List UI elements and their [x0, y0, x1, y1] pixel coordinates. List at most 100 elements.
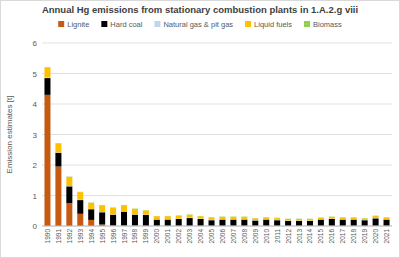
x-tick-label: 2001 [164, 229, 171, 244]
grid-line [42, 73, 392, 74]
bar-segment [307, 221, 313, 226]
bar-segment [318, 220, 324, 226]
bar-segment [44, 95, 50, 226]
x-tick-label: 2016 [328, 229, 335, 244]
bar-segment [219, 220, 225, 226]
x-tick-label: 2007 [230, 229, 237, 244]
y-tick-label: 2 [33, 161, 38, 170]
legend-swatch [245, 21, 251, 27]
x-tick-label: 2000 [153, 229, 160, 244]
x-tick-label: 2006 [219, 229, 226, 244]
legend-item: Liquid fuels [245, 20, 292, 29]
bar-segment [307, 218, 313, 219]
x-tick-label: 2008 [241, 229, 248, 244]
x-tick-label: 2004 [197, 229, 204, 244]
x-tick-label: 1993 [77, 229, 84, 244]
x-tick-label: 2005 [208, 229, 215, 244]
grid-line [42, 104, 392, 105]
bar-segment [230, 217, 236, 219]
bar-segment [55, 143, 61, 144]
legend-label: Biomass [313, 20, 342, 29]
x-tick-label: 2002 [175, 229, 182, 244]
bar-segment [296, 218, 302, 219]
grid-line [42, 43, 392, 44]
bar-segment [176, 219, 182, 226]
bar-segment [143, 210, 149, 211]
y-tick-label: 3 [33, 131, 38, 140]
chart-frame [1, 1, 400, 258]
bar-segment [274, 218, 280, 220]
bar-segment [187, 215, 193, 218]
bar-segment [252, 218, 258, 219]
bar-segment [198, 215, 204, 216]
bar-segment [88, 203, 94, 209]
bar-segment [274, 217, 280, 218]
x-tick-label: 2021 [383, 229, 390, 244]
bar-segment [154, 216, 160, 219]
grid-line [42, 134, 392, 135]
bar-segment [99, 212, 105, 224]
x-tick-label: 2019 [361, 229, 368, 244]
bar-segment [132, 215, 138, 226]
legend-swatch [58, 21, 64, 27]
bar-segment [329, 216, 335, 217]
bar-segment [154, 220, 160, 226]
bar-segment [165, 215, 171, 216]
bar-segment [77, 191, 83, 192]
bar-segment [384, 217, 390, 218]
x-tick-label: 1999 [142, 229, 149, 244]
y-tick-label: 1 [33, 192, 38, 201]
bar-segment [77, 200, 83, 214]
bar-segment [384, 220, 390, 226]
bar-segment [329, 217, 335, 219]
bar-segment [121, 205, 127, 211]
bar-segment [165, 216, 171, 219]
x-axis [42, 226, 392, 227]
bar-segment [99, 205, 105, 212]
bar-segment [362, 218, 368, 219]
bar-segment [296, 221, 302, 226]
title: Annual Hg emissions from stationary comb… [42, 4, 358, 15]
legend-label: Natural gas & pit gas [163, 20, 233, 29]
bar-segment [351, 220, 357, 226]
bar-segment [340, 220, 346, 226]
x-tick-label: 2015 [317, 229, 324, 244]
bar-segment [55, 153, 61, 167]
bar-segment [187, 214, 193, 215]
bar-segment [143, 215, 149, 226]
bar-segment [285, 221, 291, 226]
bar-segment [66, 203, 72, 226]
legend-swatch [304, 21, 310, 27]
x-tick-label: 2013 [296, 229, 303, 244]
x-tick-label: 1995 [99, 229, 106, 244]
bar-segment [373, 218, 379, 225]
bar-segment [230, 220, 236, 226]
x-tick-label: 2012 [285, 229, 292, 244]
x-tick-label: 2003 [186, 229, 193, 244]
x-tick-label: 2017 [339, 229, 346, 244]
x-tick-label: 2020 [372, 229, 379, 244]
grid-line [42, 195, 392, 196]
legend-label: Lignite [67, 20, 89, 29]
bar-segment [44, 78, 50, 95]
bar-segment [263, 217, 269, 218]
legend-label: Liquid fuels [254, 20, 292, 29]
legend-item: Lignite [58, 20, 89, 29]
bar-segment [252, 218, 258, 220]
bar-segment [351, 217, 357, 218]
bar-segment [77, 192, 83, 200]
bar-segment [384, 217, 390, 219]
legend-label: Hard coal [110, 20, 142, 29]
x-tick-label: 2011 [274, 229, 281, 243]
bar-segment [121, 204, 127, 205]
x-tick-label: 1990 [44, 229, 51, 244]
legend-item: Natural gas & pit gas [154, 20, 233, 29]
bar-segment [55, 143, 61, 152]
bar-segment [241, 220, 247, 226]
bar-segment [318, 217, 324, 218]
bar-segment [132, 208, 138, 209]
bar-segment [285, 218, 291, 219]
bar-segment [66, 177, 72, 186]
bar-segment [362, 218, 368, 220]
bar-segment [55, 167, 61, 226]
